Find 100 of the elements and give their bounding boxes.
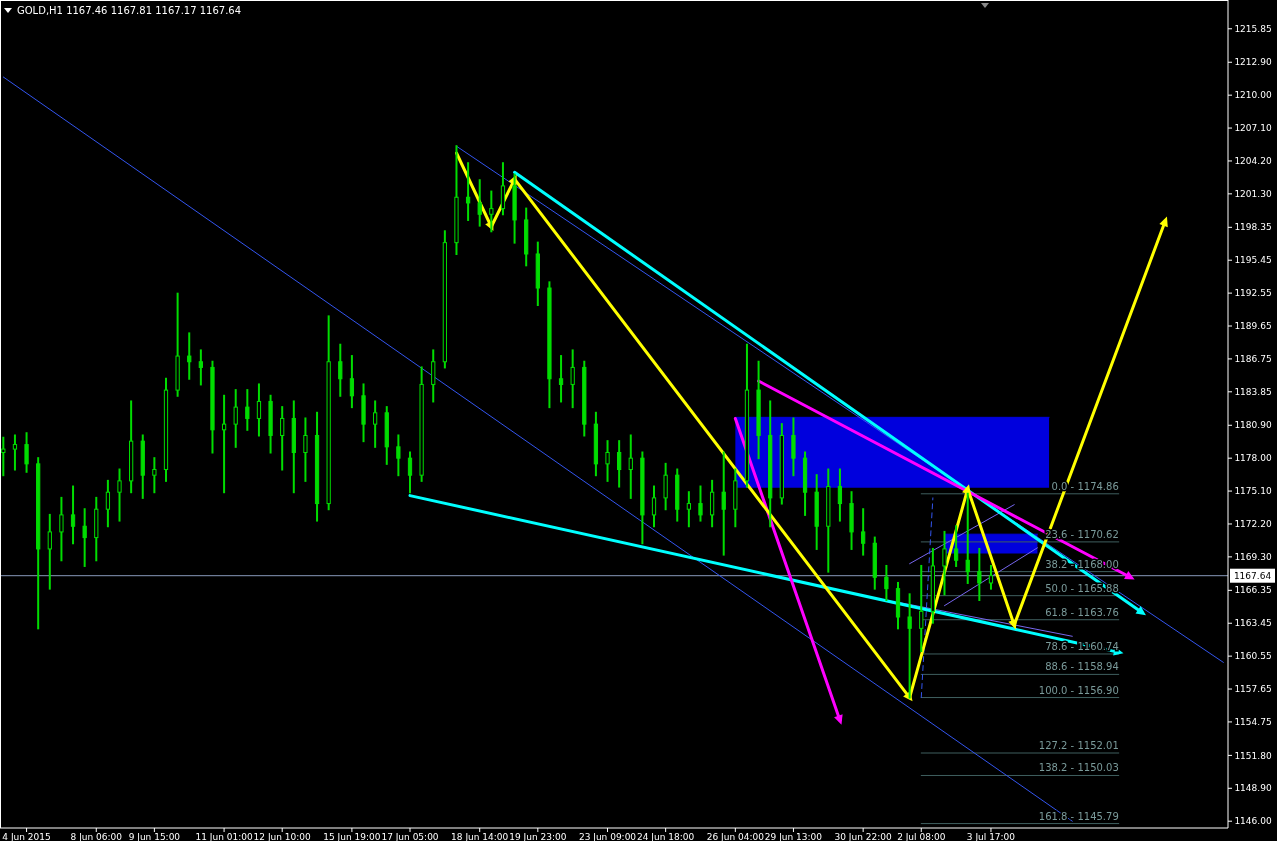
candlestick [884,564,889,601]
series-label: 161.8 - 1145.79 [1038,810,1119,822]
candlestick [280,406,285,471]
candlestick [384,406,389,465]
point [1159,216,1168,228]
candlestick [756,360,761,460]
candlestick [1,436,6,477]
candlestick [628,434,633,499]
y-tick-label: 1210.00 [1234,90,1272,101]
candlestick [849,491,854,550]
candlestick [570,349,575,409]
x-tick-label: 3 Jul 17:00 [966,831,1016,841]
candlestick [524,207,529,267]
candlestick [721,451,726,556]
candlestick [175,292,180,397]
candlestick [210,360,215,454]
candlestick [82,508,87,567]
candlestick [500,162,506,216]
candlestick [47,513,52,590]
y-tick-label: 1204.20 [1234,156,1272,167]
x-tick-label: 15 Jun 19:00 [323,831,381,841]
candlestick [582,360,587,437]
y-tick-label: 1166.35 [1234,585,1272,596]
candlestick [419,366,424,482]
candlestick [326,315,331,511]
x-tick-label: 29 Jun 13:00 [764,831,823,841]
candlestick [617,440,622,488]
candlestick [442,230,447,369]
x-tick-label: 18 Jun 14:00 [451,831,509,841]
candlestick [535,241,540,307]
y-tick-label: 1151.80 [1234,750,1272,761]
y-tick-label: 1146.00 [1234,816,1272,827]
candlestick [349,355,355,409]
candlestick [651,485,657,528]
y-tick-label: 1189.65 [1234,321,1272,332]
y-tick-label: 1160.55 [1234,651,1272,662]
candlestick [233,389,238,448]
candlestick [12,434,18,471]
candlestick [477,179,482,227]
x-tick-label: 8 Jun 06:00 [70,831,123,841]
candlestick [547,281,552,409]
candlestick [129,400,134,494]
candlestick [686,491,691,528]
candlestick [640,451,645,545]
candlestick [814,474,819,550]
x-tick-label: 4 Jun 2015 [2,831,51,841]
x-tick-label: 17 Jun 05:00 [381,831,439,841]
candlestick [977,547,982,601]
candlestick [407,451,413,494]
y-tick-label: 1180.90 [1234,420,1272,431]
chart-title: GOLD,H1 1167.46 1167.81 1167.17 1167.64 [17,5,242,16]
y-tick-label: 1215.85 [1234,23,1272,34]
y-tick-label: 1172.20 [1234,519,1272,530]
candlestick [152,457,157,494]
y-tick-label: 1178.00 [1234,453,1272,464]
y-tick-label: 1198.35 [1234,222,1272,233]
candlestick [303,417,308,482]
series-label: 138.2 - 1150.03 [1038,762,1119,774]
y-tick-label: 1154.75 [1234,717,1272,728]
candlestick [291,400,296,494]
candlestick [930,547,935,624]
candlestick [895,581,901,630]
candlestick [59,496,64,562]
candlestick [373,400,378,448]
x-tick-label: 30 Jun 22:00 [834,831,893,841]
y-tick-label: 1195.45 [1234,255,1272,266]
candlestick [454,145,459,255]
candlestick [36,457,41,630]
x-tick-label: 11 Jun 01:00 [195,831,253,841]
candlestick [245,389,250,431]
candlestick [988,564,994,590]
candlestick [558,355,564,403]
candlestick [187,332,192,380]
candlestick [117,468,122,522]
candlestick [489,190,494,233]
series-label: 88.6 - 1158.94 [1045,661,1119,673]
y-tick-label: 1157.65 [1234,684,1272,695]
candlestick [396,434,401,477]
candlestick [663,462,668,511]
candlestick [105,479,111,528]
series-label: 61.8 - 1163.76 [1045,606,1119,618]
candlestick [791,417,796,477]
candlestick [163,377,169,482]
x-tick-label: 24 Jun 18:00 [637,831,695,841]
point [1008,618,1017,630]
candlestick [593,411,599,477]
series-label: 100.0 - 1156.90 [1038,684,1119,696]
y-tick-label: 1207.10 [1234,123,1272,134]
candlestick [919,564,924,653]
candlestick [198,349,203,386]
x-tick-label: 23 Jun 09:00 [578,831,637,841]
series-label: 127.2 - 1152.01 [1038,740,1119,752]
candlestick [24,432,29,473]
y-tick-label: 1148.90 [1234,783,1272,794]
x-tick-label: 12 Jun 10:00 [253,831,312,841]
y-tick-label: 1183.85 [1234,386,1272,397]
candlestick [744,343,750,488]
y-tick-label: 1186.75 [1234,354,1272,365]
candlestick [605,440,610,482]
candlestick [140,434,145,499]
